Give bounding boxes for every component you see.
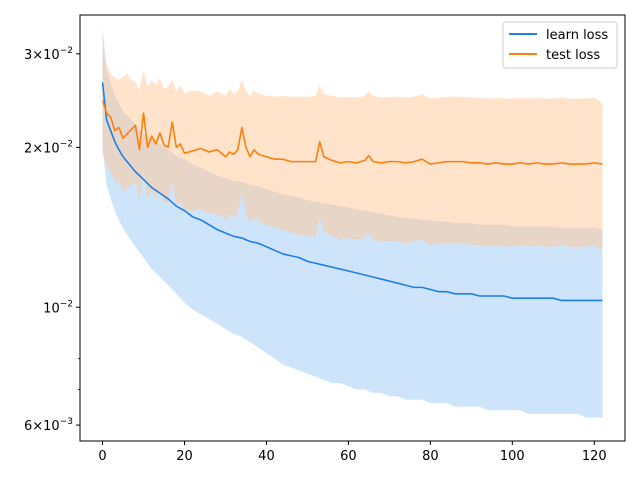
x-tick-label: 0 (98, 449, 106, 464)
series-lines (101, 82, 603, 302)
y-tick-label: 2×10−2 (24, 139, 73, 156)
legend-label-test-loss: test loss (546, 48, 600, 63)
y-tick-label: 3×10−2 (24, 46, 73, 63)
x-tick-label: 40 (258, 449, 275, 464)
x-tick-label: 60 (340, 449, 357, 464)
x-tick-label: 120 (582, 449, 607, 464)
learn-loss-line (101, 82, 603, 302)
legend-label-learn-loss: learn loss (546, 28, 608, 43)
x-tick-label: 80 (422, 449, 439, 464)
y-tick-label: 10−2 (43, 299, 73, 316)
test-loss-band (102, 46, 603, 251)
y-axis: 3×10−2 2×10−2 10−2 6×10−3 (24, 46, 80, 434)
x-tick-label: 20 (176, 449, 193, 464)
x-axis: 0 20 40 60 80 100 120 (98, 441, 607, 464)
confidence-bands (102, 28, 603, 418)
y-tick-label: 6×10−3 (24, 417, 73, 434)
test-loss-line (101, 100, 603, 165)
legend: learn loss test loss (502, 21, 618, 69)
plot-frame (79, 14, 626, 442)
x-tick-label: 100 (500, 449, 525, 464)
